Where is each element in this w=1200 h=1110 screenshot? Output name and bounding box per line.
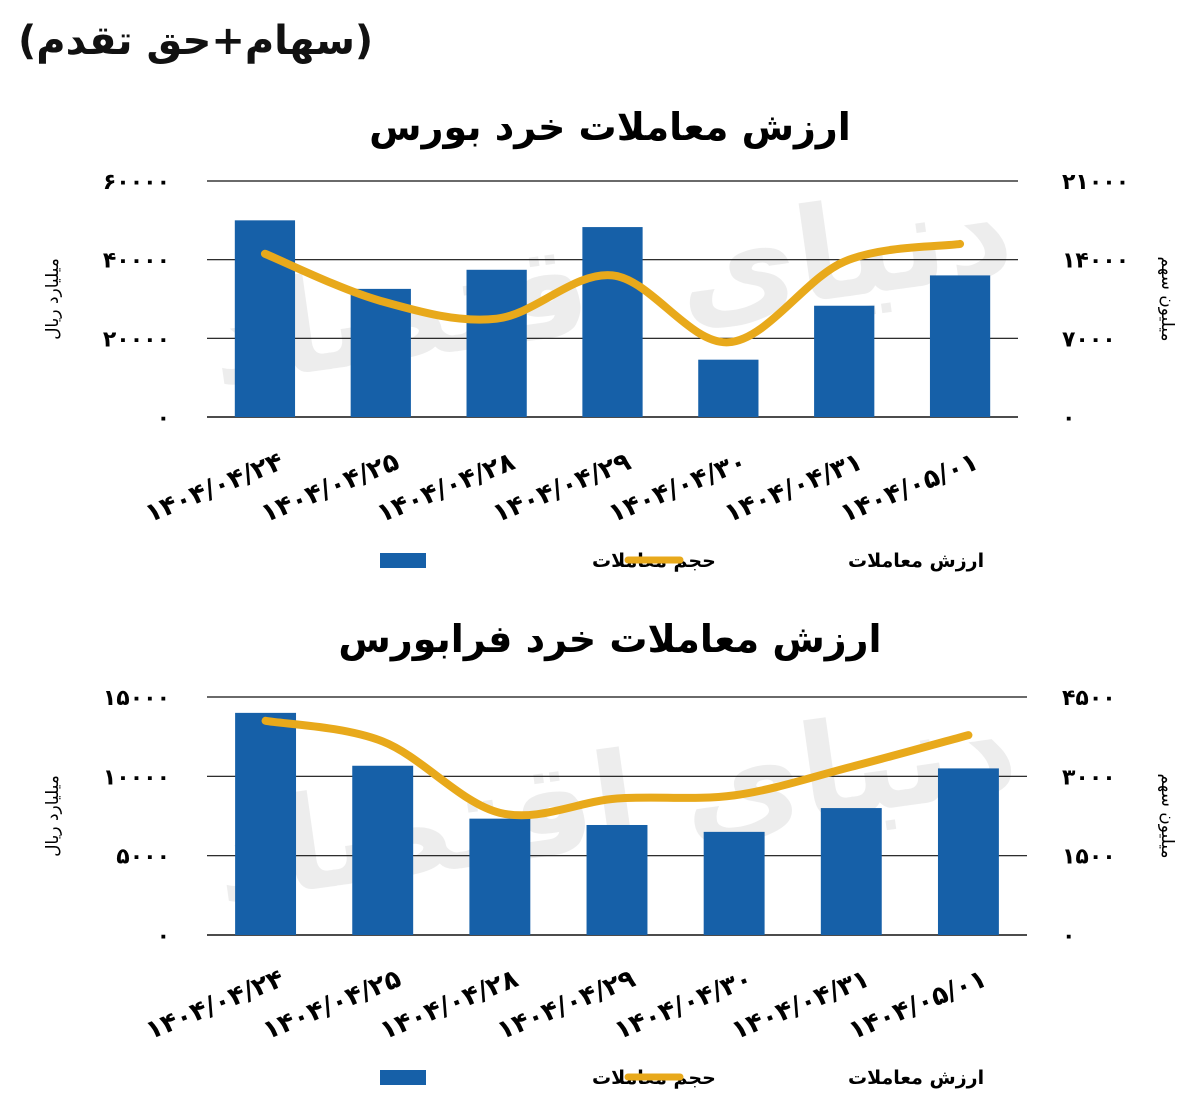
series-line <box>261 716 973 820</box>
legend-bar-swatch <box>380 1070 426 1085</box>
legend-line-label: ارزش معاملات <box>848 550 984 572</box>
chart-title: ارزش معاملات خرد فرابورس <box>338 617 881 661</box>
chart-title: ارزش معاملات خرد بورس <box>369 105 851 149</box>
left-tick-label: ۰ <box>157 924 170 949</box>
right-axis-label: میلیون سهم <box>1157 256 1177 341</box>
right-tick-label: ۲۱۰۰۰ <box>1062 170 1129 195</box>
right-tick-label: ۰ <box>1062 406 1075 431</box>
bar <box>820 808 882 935</box>
left-tick-label: ۵۰۰۰ <box>116 845 170 870</box>
legend-bar-swatch <box>380 553 426 568</box>
right-tick-label: ۰ <box>1062 924 1075 949</box>
left-axis-label: میلیارد ریال <box>43 775 63 857</box>
right-tick-label: ۴۵۰۰ <box>1062 686 1116 711</box>
bar <box>469 818 531 935</box>
right-tick-label: ۳۰۰۰ <box>1062 765 1116 790</box>
bar <box>235 712 297 935</box>
right-tick-label: ۱۵۰۰ <box>1062 845 1116 870</box>
bar <box>814 305 875 417</box>
right-tick-label: ۷۰۰۰ <box>1062 327 1116 352</box>
left-axis-label: میلیارد ریال <box>43 258 63 340</box>
left-tick-label: ۱۵۰۰۰ <box>103 686 170 711</box>
bar <box>582 227 643 417</box>
right-axis-label: میلیون سهم <box>1157 773 1177 858</box>
legend-line-label: ارزش معاملات <box>848 1067 984 1089</box>
bar <box>466 269 527 417</box>
bar <box>352 765 414 935</box>
series-line <box>260 239 965 347</box>
left-tick-label: ۰ <box>157 406 170 431</box>
left-tick-label: ۴۰۰۰۰ <box>103 249 170 274</box>
right-tick-label: ۱۴۰۰۰ <box>1062 249 1129 274</box>
left-tick-label: ۱۰۰۰۰ <box>103 765 170 790</box>
bar <box>929 275 991 417</box>
bar <box>937 768 999 935</box>
left-tick-label: ۶۰۰۰۰ <box>103 170 170 195</box>
left-tick-label: ۲۰۰۰۰ <box>103 327 170 352</box>
bar <box>703 831 765 935</box>
bar <box>586 824 648 935</box>
header-note: (سهام+حق تقدم) <box>18 18 374 64</box>
bar <box>698 359 759 417</box>
